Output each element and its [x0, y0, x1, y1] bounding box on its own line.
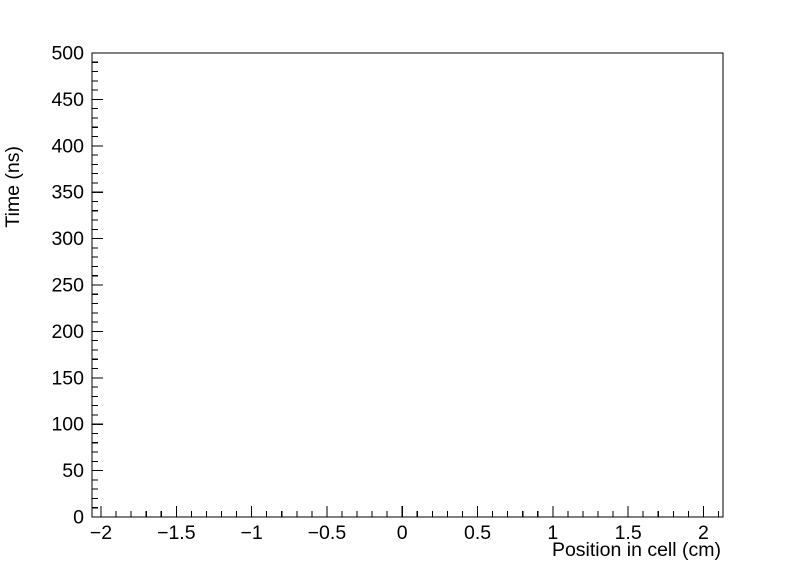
x-axis-ticks: [100, 506, 720, 517]
y-tick-label: 150: [51, 367, 84, 389]
y-tick-label: 0: [73, 507, 84, 529]
y-tick-label: 500: [51, 43, 84, 65]
x-axis: −2 −1.5 −1 −0.5 0 0.5 1 1.5 2: [90, 506, 720, 544]
x-tick-label: −1: [241, 522, 263, 544]
y-tick-label: 100: [51, 414, 84, 436]
y-tick-label: 200: [51, 321, 84, 343]
x-tick-label: 0: [397, 522, 408, 544]
y-tick-label: 350: [51, 182, 84, 204]
x-tick-label: 1: [547, 522, 558, 544]
plot-area: [92, 53, 723, 517]
y-axis: 0 50 100 150 200 250 300 350 400 450 500: [51, 43, 103, 529]
x-tick-label: −0.5: [308, 522, 347, 544]
y-axis-tick-labels: 0 50 100 150 200 250 300 350 400 450 500: [51, 43, 84, 529]
y-tick-label: 450: [51, 89, 84, 111]
x-axis-tick-labels: −2 −1.5 −1 −0.5 0 0.5 1 1.5 2: [90, 522, 709, 544]
x-tick-label: 2: [698, 522, 709, 544]
y-tick-label: 400: [51, 135, 84, 157]
y-tick-label: 50: [62, 460, 84, 482]
x-tick-label: −1.5: [157, 522, 196, 544]
y-tick-label: 250: [51, 275, 84, 297]
y-axis-title: Time (ns): [2, 146, 24, 228]
x-tick-label: 1.5: [615, 522, 642, 544]
x-tick-label: 0.5: [464, 522, 491, 544]
x-tick-label: −2: [90, 522, 112, 544]
x-axis-title: Position in cell (cm): [552, 539, 721, 561]
y-tick-label: 300: [51, 228, 84, 250]
